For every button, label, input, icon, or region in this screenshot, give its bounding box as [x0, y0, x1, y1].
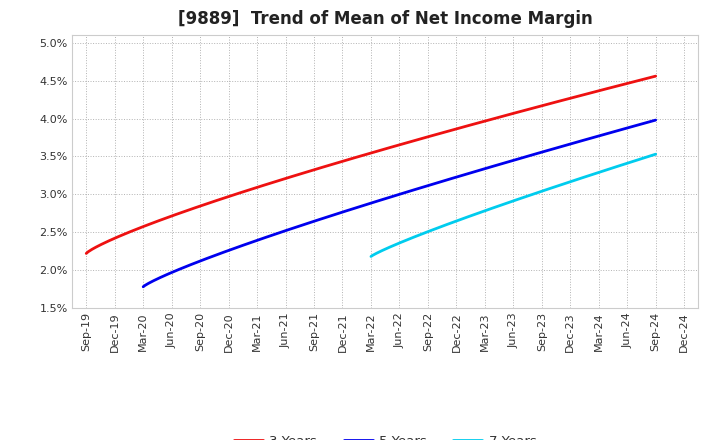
- 3 Years: [82, 251, 91, 256]
- 7 Years: [366, 254, 375, 259]
- 5 Years: [140, 283, 149, 288]
- 3 Years: [84, 249, 92, 254]
- 7 Years: [607, 166, 616, 171]
- Line: 7 Years: 7 Years: [371, 154, 656, 257]
- 7 Years: [541, 187, 549, 193]
- 5 Years: [603, 131, 612, 136]
- 5 Years: [453, 174, 462, 180]
- Legend: 3 Years, 5 Years, 7 Years: 3 Years, 5 Years, 7 Years: [228, 429, 542, 440]
- 5 Years: [571, 140, 580, 145]
- Line: 3 Years: 3 Years: [86, 76, 656, 253]
- 7 Years: [536, 189, 545, 194]
- 7 Years: [652, 151, 660, 157]
- Title: [9889]  Trend of Mean of Net Income Margin: [9889] Trend of Mean of Net Income Margi…: [178, 10, 593, 28]
- 3 Years: [598, 87, 607, 92]
- 7 Years: [535, 189, 544, 194]
- 3 Years: [419, 136, 428, 141]
- Line: 5 Years: 5 Years: [143, 120, 656, 287]
- 7 Years: [368, 253, 377, 258]
- 5 Years: [442, 177, 451, 183]
- 5 Years: [652, 117, 660, 123]
- 3 Years: [421, 135, 430, 140]
- 3 Years: [431, 132, 439, 138]
- 3 Years: [652, 73, 660, 79]
- 5 Years: [139, 284, 148, 290]
- 3 Years: [562, 97, 570, 102]
- 7 Years: [625, 160, 634, 165]
- 5 Years: [444, 177, 453, 182]
